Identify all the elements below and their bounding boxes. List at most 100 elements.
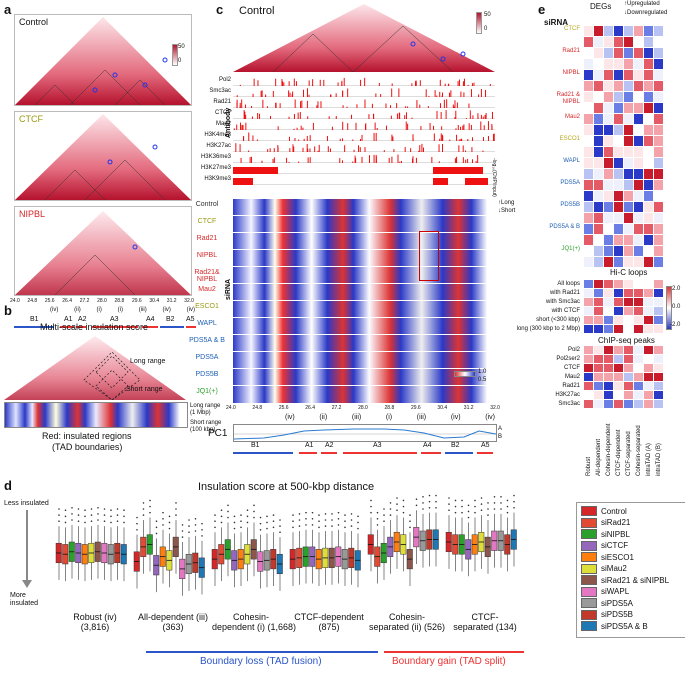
sirna-insulation-row (233, 283, 495, 301)
legend-item: siRad21 & siNIPBL (581, 575, 669, 585)
heatmap-cell (604, 298, 613, 306)
heatmap-cell (614, 191, 623, 201)
outlier (64, 509, 67, 512)
heatmap-cell (584, 280, 593, 288)
outlier (246, 509, 249, 512)
heatmap-cell (654, 169, 663, 179)
heatmap-cell (614, 70, 623, 80)
heatmap-cell (654, 382, 663, 390)
heatmap-cell (634, 316, 643, 324)
sirna-row-label: Rad21 (196, 235, 218, 242)
outlier (259, 516, 262, 519)
heatmap-cell (584, 70, 593, 80)
sirna-row-label: ESCO1 (195, 303, 219, 310)
map-title-control: Control (19, 17, 49, 27)
tad-labels-a: B1 A1 A2 A3 A4 B2 A5 (14, 316, 196, 332)
outlier (480, 509, 483, 512)
sirna-insulation-row (233, 198, 495, 216)
heatmap-cell (654, 37, 663, 47)
sirna-insulation-row (233, 266, 495, 284)
heatmap-cell (644, 224, 653, 234)
outlier (292, 526, 294, 529)
outlier (214, 526, 216, 529)
sirna-row-label: CTCF (197, 218, 217, 225)
heatmap-cell (654, 346, 663, 354)
highlight-box (419, 231, 439, 281)
insulation-heatmap: Long range Short range (4, 336, 186, 400)
chip-track: H3K9me3 (204, 175, 495, 185)
heatmap-cell (654, 136, 663, 146)
heatmap-cell (584, 346, 593, 354)
heatmap-row-label: long (300 kbp to 2 Mbp) (516, 326, 580, 332)
heatmap-cell (654, 202, 663, 212)
heatmap-cell (614, 391, 623, 399)
heatmap-cell (594, 382, 603, 390)
colorbar-min: 0 (178, 58, 182, 64)
sirna-row-label: PDS5A (195, 354, 219, 361)
outlier (136, 522, 138, 525)
outlier (454, 511, 457, 514)
heatmap-cell (594, 202, 603, 212)
outlier (149, 499, 151, 502)
heatmap-cell (624, 235, 633, 245)
heatmap-cell (634, 125, 643, 135)
hic-map-nipbl: NIPBL (14, 206, 192, 296)
outlier (103, 520, 106, 523)
outlier (337, 511, 340, 514)
heatmap-row-label: CTCF (564, 365, 580, 371)
heatmap-row-label: NIPBL (562, 70, 580, 76)
heatmap-cell (594, 125, 603, 135)
outlier (389, 502, 392, 504)
outlier (181, 524, 184, 526)
heatmap-cell (634, 364, 643, 372)
outlier (220, 515, 223, 518)
short-range-label: Short range (126, 386, 163, 393)
up-label: ↑Upregulated (624, 1, 660, 7)
heatmap-cell (634, 246, 643, 256)
outlier (168, 527, 171, 530)
heatmap-cell (634, 48, 643, 58)
outlier (188, 531, 190, 534)
outlier (331, 513, 333, 515)
outlier (266, 521, 268, 524)
heatmap-cell (614, 125, 623, 135)
heatmap-cell (584, 364, 593, 372)
outlier (227, 510, 229, 513)
outlier (266, 527, 268, 530)
heatmap-cell (584, 355, 593, 363)
track-label: H3K9me3 (204, 176, 231, 182)
heatmap-row-label: WAPL (563, 158, 580, 164)
heatmap-cell (654, 289, 663, 297)
outlier (513, 494, 515, 497)
heatmap-cell (624, 289, 633, 297)
heatmap-cell (604, 382, 613, 390)
pc1-label: PC1 (208, 428, 228, 439)
outlier (142, 508, 145, 510)
legend-label: siESCO1 (601, 552, 634, 562)
outlier (422, 502, 424, 504)
heatmap-cell (644, 191, 653, 201)
heatmap-cell (634, 180, 643, 190)
outlier (136, 528, 138, 531)
heatmap-cell (604, 48, 613, 58)
heatmap-cell (634, 92, 643, 102)
colorbar-c-max: 50 (484, 12, 491, 18)
heatmap-cell (624, 81, 633, 91)
panel-b-label: b (4, 303, 12, 318)
outlier (90, 514, 93, 516)
heatmap-cell (604, 400, 613, 408)
heatmap-cell (614, 147, 623, 157)
heatmap-cell (594, 298, 603, 306)
hic-row-labels: All loops with Rad21 with Smc3ac with CTCF s… (517, 280, 582, 334)
legend-item: siPDS5B (581, 609, 633, 620)
heatmap-cell (644, 37, 653, 47)
heatmap-cell (594, 180, 603, 190)
heatmap-cell (614, 169, 623, 179)
colorbar (172, 44, 178, 66)
heatmap-cell (584, 382, 593, 390)
heatmap-cell (654, 257, 663, 267)
heatmap-cell (614, 382, 623, 390)
outlier (435, 500, 437, 503)
e-sirna-label: siRNA (544, 18, 569, 27)
group-name: All-dependent (iii) (137, 612, 209, 622)
